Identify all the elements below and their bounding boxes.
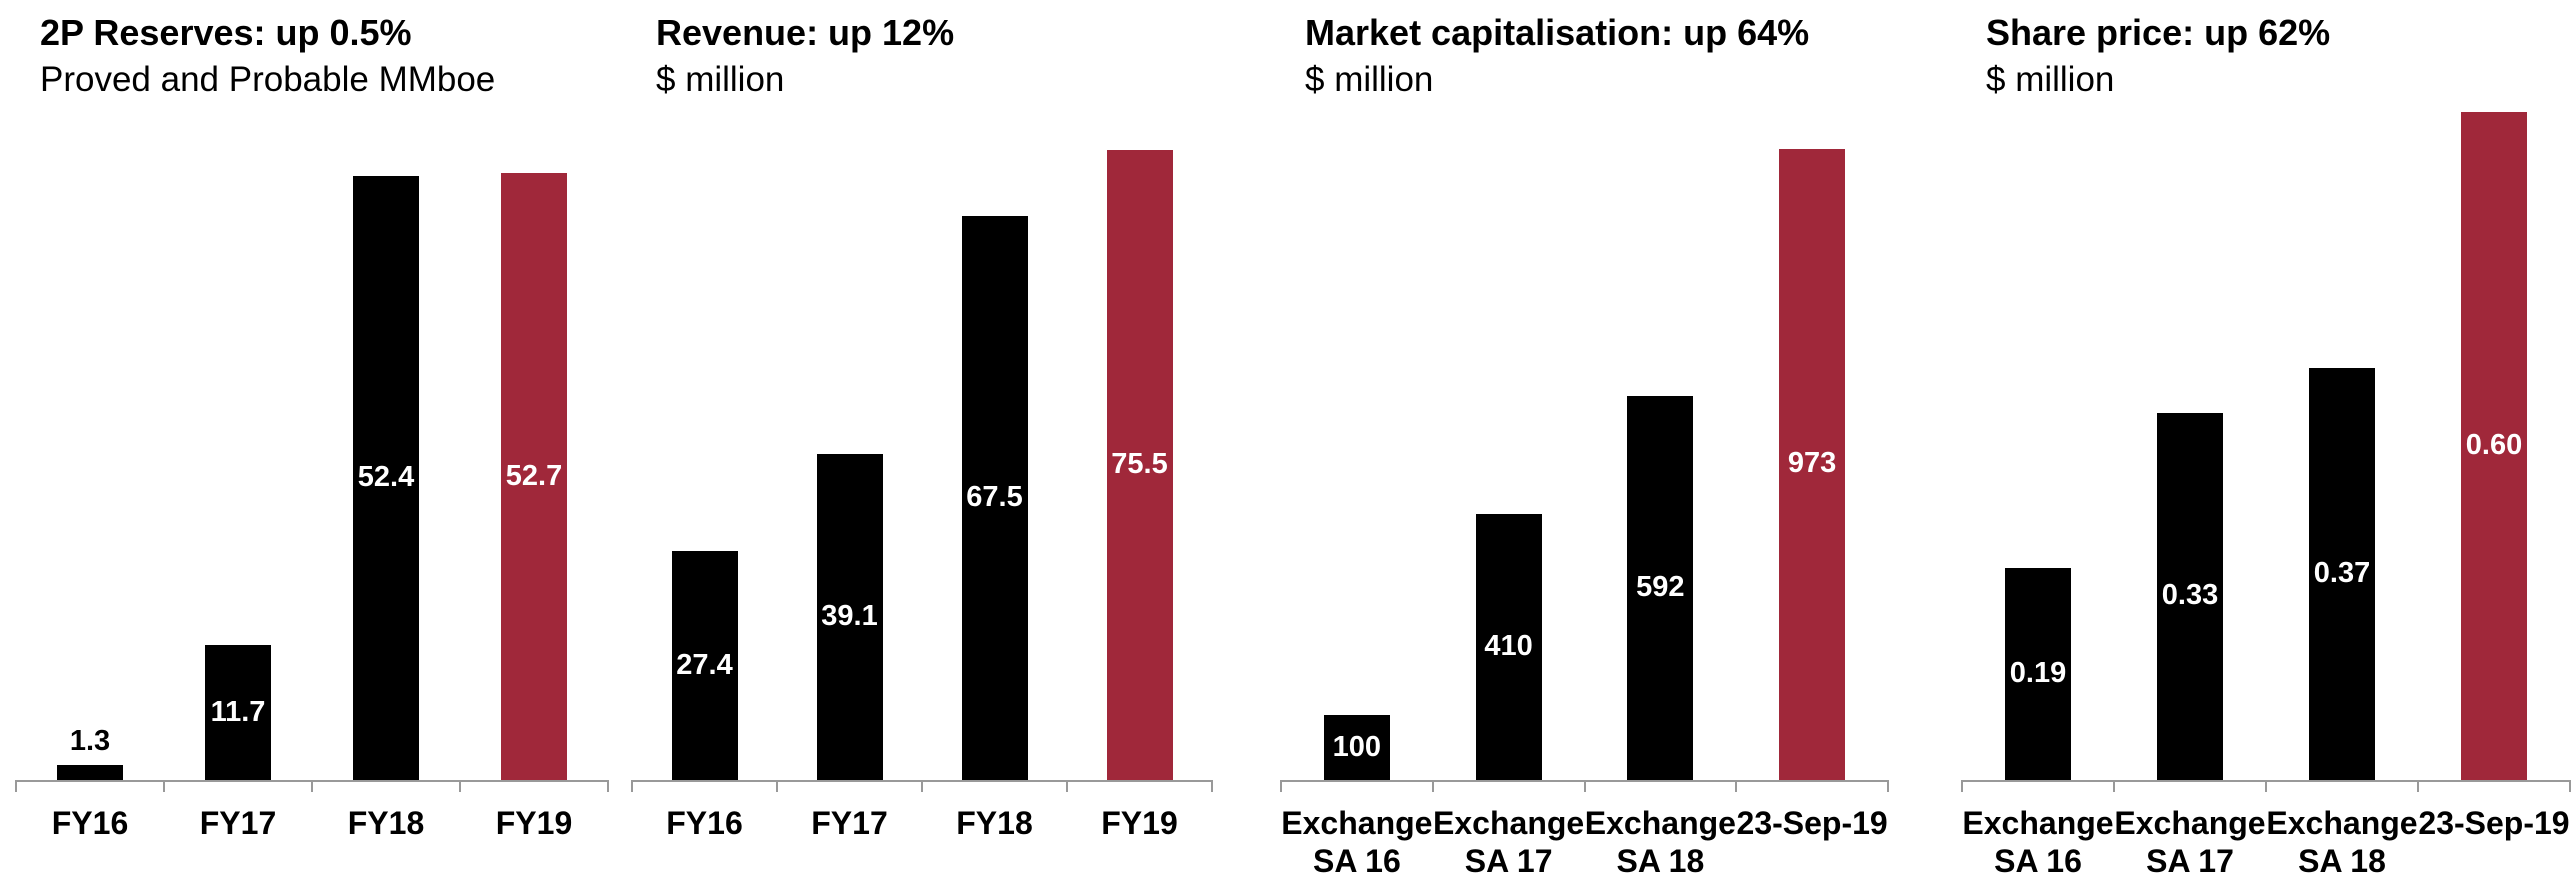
value-label: 27.4	[676, 648, 733, 681]
x-tick-label: Exchange SA 16	[1281, 805, 1433, 879]
bar	[2461, 112, 2527, 780]
bar	[2005, 568, 2071, 780]
bar	[1323, 715, 1390, 780]
bar	[1106, 149, 1173, 780]
x-tick-label: FY16	[51, 805, 129, 841]
x-tick-label: Exchange SA 18	[2266, 805, 2418, 879]
chart-subtitle: $ million	[1305, 60, 1434, 99]
bar	[205, 645, 271, 780]
x-tick-label: 23-Sep-19	[1736, 805, 1888, 841]
chart-title: 2P Reserves: up 0.5%	[40, 12, 412, 53]
value-label: 67.5	[966, 481, 1023, 514]
chart-title: Share price: up 62%	[1986, 12, 2331, 53]
axis-tick	[1887, 780, 1889, 792]
value-label: 0.60	[2465, 429, 2523, 461]
axis-tick	[1280, 780, 1282, 792]
axis-tick	[776, 780, 778, 792]
bar	[2157, 412, 2223, 780]
bar	[1475, 514, 1542, 780]
axis-tick	[2569, 780, 2571, 792]
value-label: 0.19	[2009, 657, 2067, 690]
value-label: 11.7	[210, 695, 266, 728]
bar	[816, 453, 883, 780]
value-label: 1.3	[69, 725, 111, 758]
value-label: 592	[1636, 571, 1685, 604]
axis-tick	[15, 780, 17, 792]
axis-tick	[2113, 780, 2115, 792]
value-label: 0.37	[2313, 557, 2371, 590]
x-tick-label: Exchange SA 17	[1433, 805, 1585, 879]
axis-tick	[1583, 780, 1586, 792]
chart-subtitle: $ million	[656, 60, 785, 99]
bar	[57, 765, 123, 780]
axis-tick	[1211, 780, 1213, 792]
chart-title: Revenue: up 12%	[656, 12, 955, 53]
axis-tick	[1735, 780, 1738, 792]
value-label: 52.7	[505, 459, 563, 492]
x-tick-label: FY16	[666, 805, 743, 841]
value-label: 100	[1332, 730, 1382, 763]
x-tick-label: FY17	[199, 805, 277, 841]
axis-tick	[2417, 780, 2419, 792]
x-tick-label: Exchange SA 16	[1962, 805, 2114, 879]
axis-tick	[631, 780, 633, 792]
x-tick-label: FY19	[1101, 805, 1178, 841]
axis-tick	[2265, 780, 2267, 792]
chart-subtitle: Proved and Probable MMboe	[40, 60, 496, 99]
axis-tick	[311, 780, 313, 792]
axis-tick	[459, 780, 461, 792]
bar	[353, 176, 419, 780]
bar	[961, 216, 1028, 780]
x-tick-label: FY19	[495, 805, 573, 841]
value-label: 39.1	[821, 599, 878, 632]
bar	[1779, 148, 1846, 780]
value-label: 52.4	[357, 461, 415, 494]
bar	[1627, 396, 1694, 780]
axis-tick	[1431, 780, 1434, 792]
value-label: 973	[1787, 447, 1837, 480]
chart-subtitle: $ million	[1986, 60, 2115, 99]
value-label: 410	[1484, 630, 1533, 663]
x-tick-label: FY18	[956, 805, 1033, 841]
bar	[2309, 368, 2375, 780]
x-tick-label: 23-Sep-19	[2418, 805, 2570, 841]
value-label: 75.5	[1111, 447, 1168, 480]
x-tick-label: FY18	[347, 805, 425, 841]
x-tick-label: Exchange SA 17	[2114, 805, 2266, 879]
chart-title: Market capitalisation: up 64%	[1305, 12, 1810, 53]
axis-tick	[921, 780, 923, 792]
value-label: 0.33	[2161, 579, 2219, 612]
axis-tick	[1066, 780, 1068, 792]
bar	[671, 551, 738, 780]
x-tick-label: FY17	[811, 805, 888, 841]
x-tick-label: Exchange SA 18	[1584, 805, 1736, 879]
axis-tick	[163, 780, 165, 792]
axis-tick	[607, 780, 609, 792]
bar	[501, 173, 567, 780]
axis-tick	[1961, 780, 1963, 792]
